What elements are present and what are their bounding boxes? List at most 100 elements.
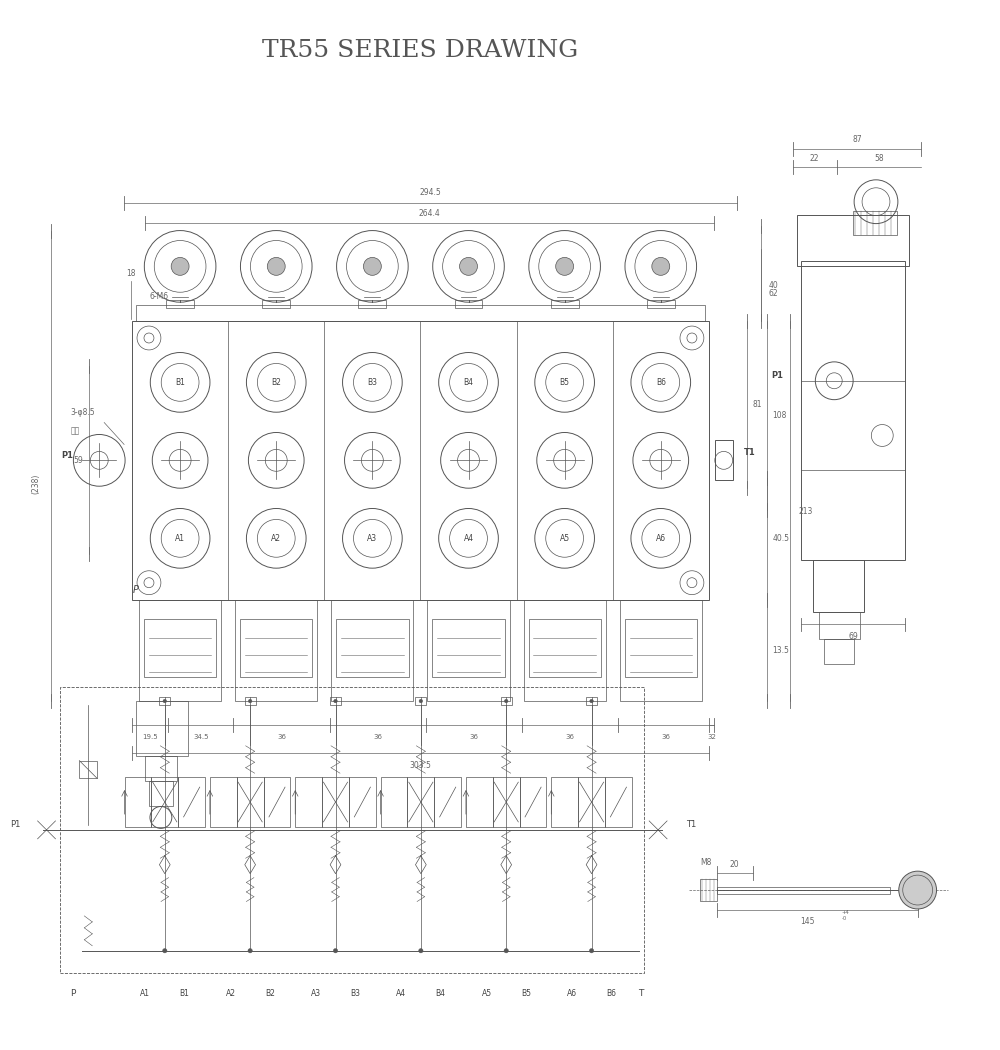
Text: B3: B3 — [350, 988, 360, 998]
Circle shape — [419, 699, 423, 702]
Text: 20: 20 — [730, 860, 740, 869]
Text: A3: A3 — [311, 988, 321, 998]
Text: P1: P1 — [10, 820, 21, 830]
Bar — [501, 697, 512, 705]
Circle shape — [363, 257, 381, 275]
Text: 34.5: 34.5 — [193, 734, 208, 740]
Bar — [551, 300, 579, 308]
Bar — [427, 600, 510, 701]
Text: B2: B2 — [265, 988, 275, 998]
Bar — [262, 300, 290, 308]
Text: 36: 36 — [565, 734, 574, 740]
Bar — [322, 777, 349, 827]
Circle shape — [504, 948, 508, 953]
Text: B6: B6 — [656, 378, 666, 386]
Bar — [136, 306, 705, 321]
Bar — [125, 777, 151, 827]
Circle shape — [899, 872, 937, 909]
Circle shape — [248, 948, 252, 953]
Text: P: P — [133, 585, 139, 595]
Text: 108: 108 — [772, 412, 787, 420]
Bar — [145, 756, 177, 780]
Text: 40.5: 40.5 — [772, 534, 789, 544]
Text: A6: A6 — [567, 988, 577, 998]
Text: 87: 87 — [852, 135, 862, 144]
Text: A5: A5 — [482, 988, 492, 998]
Bar — [235, 600, 317, 701]
Bar — [60, 687, 644, 972]
Text: 264.4: 264.4 — [419, 209, 440, 217]
Text: +4
-0: +4 -0 — [841, 910, 849, 921]
Circle shape — [504, 699, 508, 702]
Bar — [432, 620, 505, 677]
Text: 13.5: 13.5 — [772, 646, 789, 655]
Bar — [551, 777, 578, 827]
Text: P1: P1 — [771, 372, 783, 380]
Text: 36: 36 — [373, 734, 382, 740]
Text: B4: B4 — [435, 988, 445, 998]
Bar — [493, 777, 520, 827]
Text: 6-M6: 6-M6 — [150, 292, 169, 301]
Circle shape — [333, 948, 338, 953]
Text: B1: B1 — [179, 988, 189, 998]
Circle shape — [556, 257, 574, 275]
Text: 145: 145 — [800, 917, 815, 926]
Bar — [717, 886, 890, 894]
Bar — [240, 620, 312, 677]
Bar — [210, 777, 237, 827]
Circle shape — [419, 948, 423, 953]
Text: B5: B5 — [560, 378, 570, 386]
Circle shape — [267, 257, 285, 275]
Bar — [295, 777, 322, 827]
Text: 294.5: 294.5 — [420, 188, 441, 196]
Circle shape — [163, 699, 167, 702]
Bar — [336, 620, 409, 677]
Text: 40: 40 — [769, 280, 778, 290]
Bar — [797, 214, 909, 267]
Text: P: P — [70, 988, 75, 998]
Bar — [136, 701, 188, 756]
Text: B1: B1 — [175, 378, 185, 386]
Bar — [358, 300, 386, 308]
Text: 58: 58 — [874, 154, 884, 163]
Text: 303.5: 303.5 — [410, 761, 431, 770]
Text: P1: P1 — [61, 450, 73, 460]
Text: B3: B3 — [367, 378, 377, 386]
Text: A3: A3 — [367, 533, 377, 543]
Bar — [700, 879, 717, 901]
Bar — [529, 620, 601, 677]
Text: (238): (238) — [32, 474, 41, 494]
Bar — [132, 321, 709, 600]
Text: TR55 SERIES DRAWING: TR55 SERIES DRAWING — [262, 39, 579, 62]
Text: M8: M8 — [700, 858, 711, 867]
Circle shape — [590, 699, 593, 702]
Text: 通孔: 通孔 — [70, 426, 80, 435]
Text: A2: A2 — [226, 988, 236, 998]
Bar — [524, 600, 606, 701]
Text: 3-φ8.5: 3-φ8.5 — [70, 408, 95, 417]
Text: 36: 36 — [662, 734, 671, 740]
Bar — [620, 600, 702, 701]
Circle shape — [163, 948, 167, 953]
Bar — [264, 777, 290, 827]
Text: A1: A1 — [175, 533, 185, 543]
Text: B4: B4 — [464, 378, 474, 386]
Text: 19.5: 19.5 — [142, 734, 158, 740]
Text: 213: 213 — [798, 506, 813, 516]
Text: A6: A6 — [656, 533, 666, 543]
Text: A5: A5 — [560, 533, 570, 543]
Bar — [813, 560, 864, 611]
Bar — [824, 639, 854, 665]
Bar — [819, 611, 860, 639]
Circle shape — [171, 257, 189, 275]
Bar — [578, 777, 605, 827]
Text: T: T — [639, 988, 644, 998]
Bar — [166, 300, 194, 308]
Text: 36: 36 — [277, 734, 286, 740]
Text: 69: 69 — [848, 632, 858, 642]
Text: 22: 22 — [810, 154, 819, 163]
Bar — [149, 780, 173, 805]
Bar — [466, 777, 493, 827]
Bar — [245, 697, 256, 705]
Text: A1: A1 — [140, 988, 150, 998]
